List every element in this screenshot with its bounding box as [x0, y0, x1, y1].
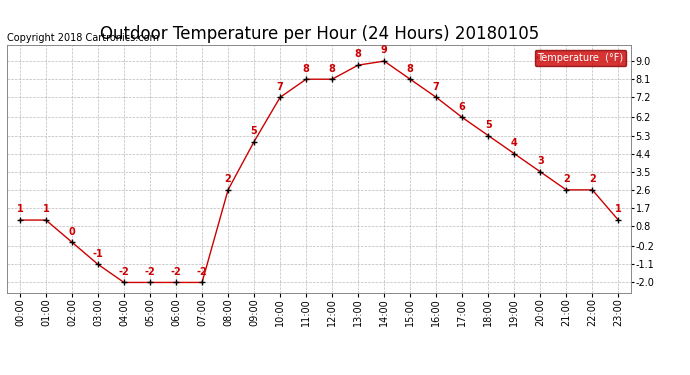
- Text: -2: -2: [119, 267, 129, 277]
- Text: 0: 0: [68, 226, 75, 237]
- Text: 3: 3: [537, 156, 544, 166]
- Text: 1: 1: [615, 204, 622, 214]
- Text: 2: 2: [225, 174, 231, 184]
- Text: 9: 9: [381, 45, 388, 56]
- Text: -1: -1: [92, 249, 104, 259]
- Text: -2: -2: [145, 267, 155, 277]
- Text: 2: 2: [563, 174, 570, 184]
- Text: 6: 6: [459, 102, 466, 112]
- Text: 8: 8: [328, 64, 335, 74]
- Text: 1: 1: [17, 204, 23, 214]
- Text: 8: 8: [355, 50, 362, 60]
- Text: -2: -2: [170, 267, 181, 277]
- Legend: Temperature  (°F): Temperature (°F): [535, 50, 627, 66]
- Text: 1: 1: [43, 204, 49, 214]
- Text: 5: 5: [250, 126, 257, 136]
- Text: 8: 8: [303, 64, 310, 74]
- Text: -2: -2: [197, 267, 208, 277]
- Text: Copyright 2018 Cartronics.com: Copyright 2018 Cartronics.com: [7, 33, 159, 42]
- Text: 7: 7: [433, 82, 440, 92]
- Text: 5: 5: [485, 120, 491, 130]
- Text: 2: 2: [589, 174, 595, 184]
- Text: 8: 8: [406, 64, 413, 74]
- Text: 7: 7: [277, 82, 284, 92]
- Text: 4: 4: [511, 138, 518, 148]
- Title: Outdoor Temperature per Hour (24 Hours) 20180105: Outdoor Temperature per Hour (24 Hours) …: [99, 26, 539, 44]
